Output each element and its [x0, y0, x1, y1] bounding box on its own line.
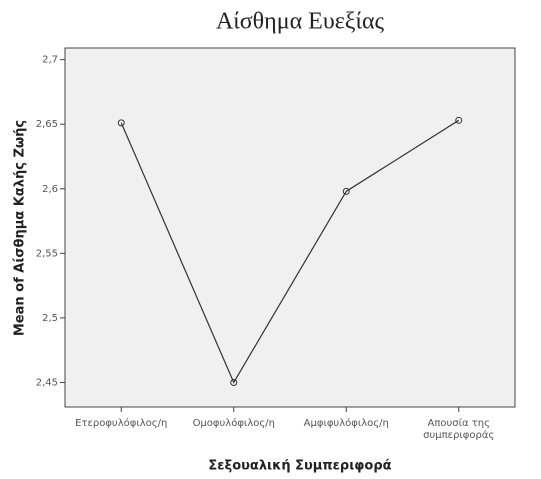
point — [342, 187, 350, 195]
y-tick-label: 2,65 — [36, 119, 58, 130]
x-axis-label: Σεξουαλική Συμπεριφορά — [208, 459, 391, 474]
line — [120, 119, 460, 384]
y-axis-label: Mean of Αίσθημα Καλής Ζωής — [13, 120, 28, 336]
point — [455, 116, 463, 124]
point — [117, 119, 125, 127]
y-tick-label: 2,5 — [42, 313, 58, 324]
x-tick-label: Απουσία της συμπεριφοράς — [423, 417, 494, 441]
y-tick-label: 2,55 — [36, 248, 58, 259]
y-tick-label: 2,6 — [42, 184, 58, 195]
point — [230, 378, 238, 386]
x-tick-label: Αμφιφυλόφιλος/η — [304, 417, 389, 429]
y-tick-label: 2,45 — [36, 377, 58, 388]
x-tick-label: Ετεροφυλόφιλος/η — [75, 417, 167, 429]
y-tick-label: 2,7 — [42, 55, 58, 66]
chart-title: Αίσθημα Ευεξίας — [216, 9, 385, 35]
plot-area — [64, 47, 516, 408]
x-tick-label: Ομοφυλόφιλος/η — [193, 417, 275, 429]
